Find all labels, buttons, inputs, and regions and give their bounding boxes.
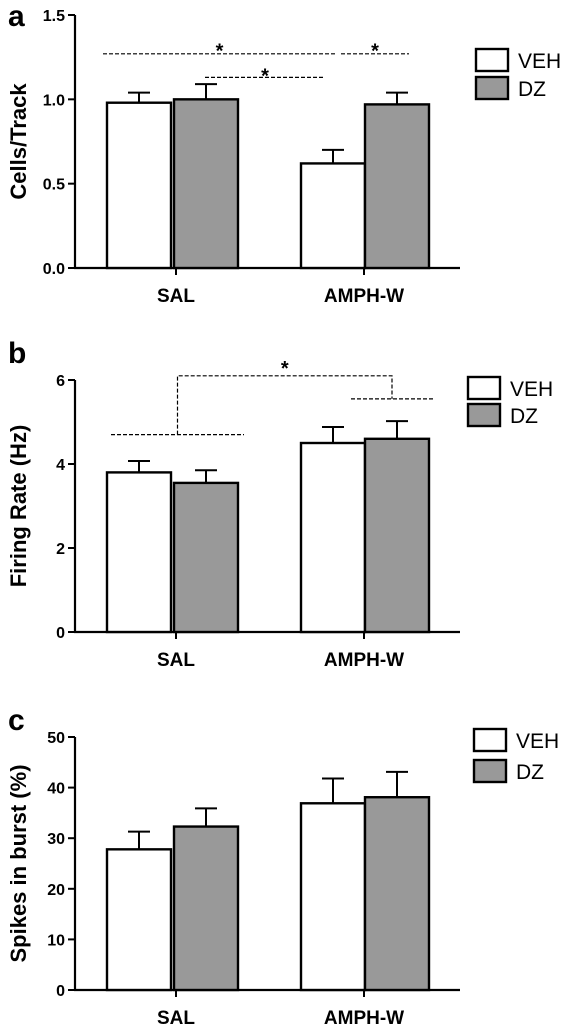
y-tick-label: 10 xyxy=(47,932,65,949)
y-tick-label: 0.0 xyxy=(43,261,65,278)
panel-c: c Spikes in burst (%) 0 10 20 30 40 50 SAL AMPH-W… xyxy=(6,704,559,1029)
bar-veh-sal xyxy=(105,848,173,992)
legend-swatch-veh xyxy=(472,727,508,753)
legend-swatch-veh xyxy=(466,375,502,401)
significance-star: * xyxy=(261,66,269,88)
legend-label: VEH xyxy=(516,730,559,753)
significance-star: * xyxy=(281,358,289,380)
y-axis-label: Firing Rate (Hz) xyxy=(6,425,31,588)
y-tick-label: 4 xyxy=(56,457,65,474)
panel-letter: a xyxy=(8,0,25,33)
panel-letter: c xyxy=(8,704,25,737)
y-axis-label: Spikes in burst (%) xyxy=(6,764,31,962)
category-label: AMPH-W xyxy=(324,650,404,671)
bar-veh-sal xyxy=(105,101,173,270)
bar-dz-amph-w xyxy=(363,103,431,270)
panel-b: b Firing Rate (Hz) 0 2 4 6 SAL AMPH-W VEH DZ * xyxy=(6,337,553,671)
legend-label: VEH xyxy=(518,50,561,73)
y-tick-label: 0.5 xyxy=(43,177,65,194)
legend-swatch-dz xyxy=(466,402,502,428)
y-tick-label: 20 xyxy=(47,882,65,899)
category-label: AMPH-W xyxy=(324,1008,404,1027)
legend-label: VEH xyxy=(510,378,553,401)
category-label: SAL xyxy=(157,286,195,307)
legend-label: DZ xyxy=(518,78,546,101)
y-tick-label: 6 xyxy=(56,373,65,390)
y-tick-label: 50 xyxy=(47,730,65,747)
significance-star: * xyxy=(371,40,379,62)
category-label: AMPH-W xyxy=(324,286,404,307)
bar-veh-amph-w xyxy=(299,802,367,992)
bar-veh-amph-w xyxy=(299,441,367,634)
legend-swatch-dz xyxy=(474,75,510,101)
panel-a: a Cells/Track 0.0 0.5 1.0 1.5 SAL AMPH-W VEH DZ * *… xyxy=(6,0,561,307)
y-tick-label: 1.0 xyxy=(43,92,65,109)
bar-dz-sal xyxy=(172,98,240,270)
bar-dz-amph-w xyxy=(363,437,431,634)
y-tick-label: 1.5 xyxy=(43,8,65,25)
y-tick-label: 40 xyxy=(47,781,65,798)
bar-dz-sal xyxy=(172,825,240,992)
y-tick-label: 0 xyxy=(56,625,65,642)
category-label: SAL xyxy=(157,650,195,671)
y-tick-label: 0 xyxy=(56,983,65,1000)
y-tick-label: 30 xyxy=(47,831,65,848)
panel-letter: b xyxy=(8,337,26,370)
bar-dz-sal xyxy=(172,481,240,634)
y-axis-label: Cells/Track xyxy=(6,83,31,200)
legend-swatch-veh xyxy=(474,47,510,73)
legend-label: DZ xyxy=(510,405,538,428)
bar-veh-sal xyxy=(105,471,173,634)
category-label: SAL xyxy=(157,1008,195,1027)
group-bracket xyxy=(176,375,393,435)
significance-star: * xyxy=(216,40,224,62)
bar-veh-amph-w xyxy=(299,162,367,270)
y-tick-label: 2 xyxy=(56,541,65,558)
legend-swatch-dz xyxy=(472,758,508,784)
legend-label: DZ xyxy=(516,761,544,784)
bar-dz-amph-w xyxy=(363,796,431,992)
